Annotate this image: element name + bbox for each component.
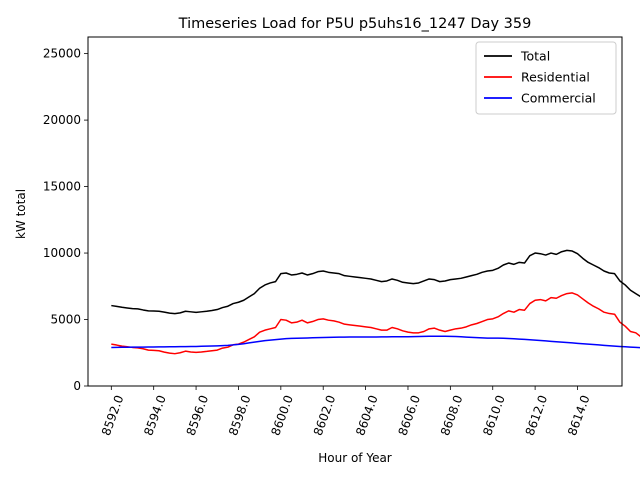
- y-tick-label: 5000: [50, 313, 81, 327]
- series-line-total: [111, 249, 640, 315]
- y-tick-label: 15000: [43, 180, 81, 194]
- legend: Total Residential Commercial: [475, 41, 617, 115]
- legend-label-total: Total: [520, 49, 550, 64]
- y-axis-label: kW total: [14, 189, 28, 239]
- plot-frame: [87, 36, 623, 387]
- chart-title: Timeseries Load for P5U p5uhs16_1247 Day…: [178, 16, 532, 32]
- legend-label-commercial: Commercial: [521, 91, 596, 106]
- series-line-residential: [111, 292, 640, 355]
- y-axis: 0 5000 10000 15000 20000 25000: [43, 47, 88, 393]
- x-axis-label: Hour of Year: [318, 451, 392, 465]
- y-tick-label: 20000: [43, 113, 81, 127]
- y-tick-label: 0: [73, 379, 81, 393]
- y-tick-label: 10000: [43, 246, 81, 260]
- y-tick-label: 25000: [43, 47, 81, 61]
- legend-label-residential: Residential: [521, 70, 590, 85]
- series-line-commercial: [111, 335, 640, 349]
- legend-box: [475, 41, 617, 115]
- series-layer: [111, 249, 640, 355]
